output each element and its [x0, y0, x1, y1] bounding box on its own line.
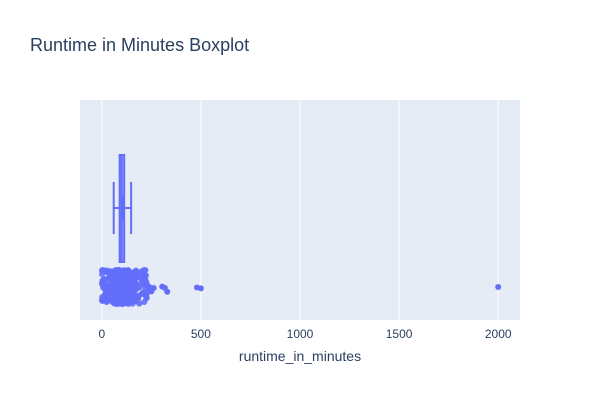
data-point — [132, 298, 139, 305]
data-point — [121, 296, 128, 303]
data-point — [100, 282, 107, 289]
data-point — [143, 272, 150, 279]
data-point — [101, 293, 108, 300]
data-point — [123, 289, 130, 296]
data-point — [130, 278, 137, 285]
data-point — [141, 298, 148, 305]
x-tick-label: 500 — [191, 327, 211, 341]
x-tick-label: 1500 — [386, 327, 413, 341]
data-point — [135, 270, 142, 277]
outlier-point — [197, 285, 204, 292]
data-points — [98, 267, 502, 307]
outlier-point — [164, 288, 171, 295]
box-trace — [112, 154, 133, 263]
x-tick-label: 2000 — [485, 327, 512, 341]
data-point — [142, 267, 149, 274]
outlier-point — [495, 284, 502, 290]
data-point — [143, 290, 150, 297]
data-point — [98, 267, 105, 274]
data-point — [111, 281, 118, 288]
x-tick-label: 0 — [98, 327, 105, 341]
outlier-point — [150, 284, 157, 291]
data-point — [105, 281, 112, 288]
data-point — [136, 284, 143, 291]
data-point — [120, 275, 127, 282]
data-point — [104, 298, 111, 305]
data-point — [115, 288, 122, 295]
x-axis-title: runtime_in_minutes — [239, 348, 361, 364]
data-point — [113, 271, 120, 278]
data-point — [102, 288, 109, 295]
data-point — [106, 269, 113, 276]
x-axis-ticks: 0 500 1000 1500 2000 — [98, 327, 511, 341]
data-point — [113, 300, 120, 307]
x-tick-label: 1000 — [287, 327, 314, 341]
data-point — [130, 289, 137, 296]
chart-title: Runtime in Minutes Boxplot — [30, 35, 249, 55]
